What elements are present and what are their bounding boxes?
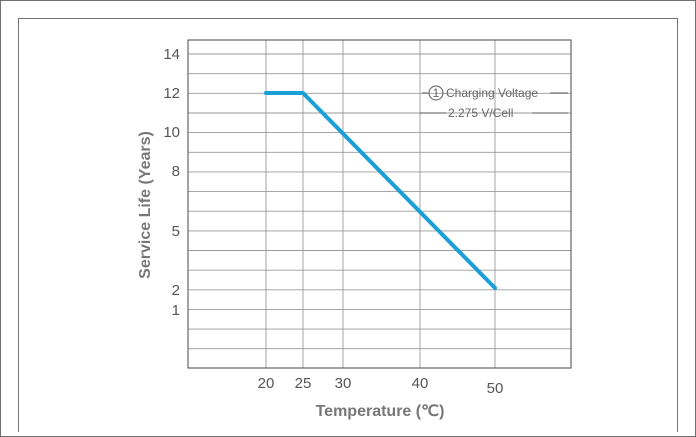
- x-axis-label: Temperature (℃): [316, 403, 445, 420]
- x-tick-label: 20: [258, 375, 275, 392]
- service-life-line: [264, 91, 497, 290]
- y-tick-label: 2: [172, 282, 180, 299]
- y-tick-label: 5: [172, 223, 180, 240]
- y-tick-label: 8: [172, 163, 180, 180]
- annotation-line1: Charging Voltage: [446, 86, 538, 100]
- x-tick-label: 50: [487, 380, 504, 397]
- y-tick-label: 14: [163, 46, 180, 63]
- y-axis-label: Service Life (Years): [137, 131, 154, 279]
- x-tick-labels: 20 25 30 40 50: [258, 375, 504, 397]
- plot-border: [187, 39, 572, 369]
- grid: [188, 40, 571, 368]
- y-tick-label: 12: [163, 85, 180, 102]
- y-tick-label: 10: [163, 124, 180, 141]
- x-tick-label: 25: [295, 375, 312, 392]
- annotation: 1 Charging Voltage 2.275 V/Cell: [420, 85, 568, 120]
- annotation-marker-circle: [428, 85, 444, 101]
- y-tick-label: 1: [172, 302, 180, 319]
- x-tick-label: 40: [412, 375, 429, 392]
- annotation-marker-number: 1: [433, 86, 440, 100]
- annotation-line2: 2.275 V/Cell: [448, 106, 513, 120]
- chart-inner-frame: [18, 18, 678, 432]
- x-tick-label: 30: [335, 375, 352, 392]
